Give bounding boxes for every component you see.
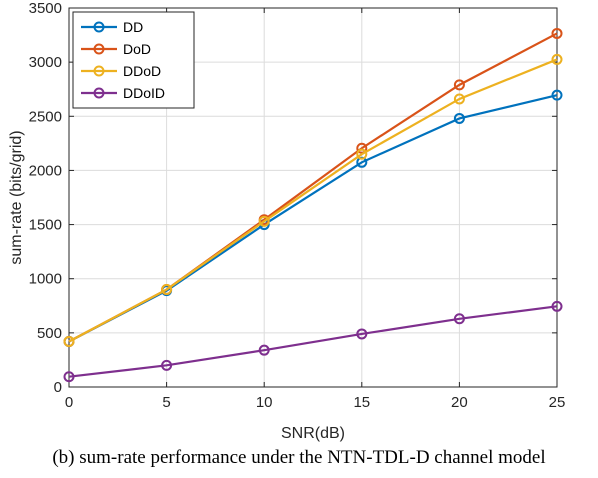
series-ddoid: [63, 300, 563, 383]
data-point-dod: [551, 27, 563, 39]
data-point-ddod: [63, 336, 75, 348]
legend-swatch-marker: [93, 65, 105, 77]
x-tick-label: 10: [256, 394, 273, 411]
data-point-dd: [551, 89, 563, 101]
legend-swatch-marker: [93, 43, 105, 55]
y-tick-label: 3000: [29, 54, 62, 71]
data-point-ddod: [551, 53, 563, 65]
data-point-ddod: [453, 93, 465, 105]
data-point-ddod: [161, 284, 173, 296]
legend-item-dod: DoD: [81, 41, 151, 57]
series-ddod: [63, 53, 563, 348]
legend-label: DDoD: [123, 63, 161, 79]
legend-label: DDoID: [123, 85, 165, 101]
y-axis-label: sum-rate (bits/grid): [8, 130, 25, 264]
legend-swatch-marker: [93, 21, 105, 33]
series-line-ddoid: [68, 305, 558, 378]
series-layer: [63, 27, 563, 383]
plot-area-frame: [68, 7, 558, 388]
y-tick-label: 500: [37, 325, 62, 342]
y-tick-label: 1000: [29, 271, 62, 288]
y-tick-label: 2000: [29, 162, 62, 179]
y-tick-label: 1500: [29, 217, 62, 234]
data-point-ddoid: [551, 300, 563, 312]
legend-item-ddoid: DDoID: [81, 85, 165, 101]
legend-item-dd: DD: [81, 19, 143, 35]
x-axis-label: SNR(dB): [281, 425, 345, 442]
data-point-ddoid: [453, 313, 465, 325]
legend: DD DoD DDoD DDoID: [72, 11, 195, 109]
x-tick-label: 15: [353, 394, 370, 411]
data-point-ddoid: [63, 371, 75, 383]
x-tick-label: 5: [162, 394, 170, 411]
data-point-ddod: [356, 148, 368, 160]
legend-label: DoD: [123, 41, 151, 57]
data-point-ddoid: [161, 359, 173, 371]
legend-swatch-marker: [93, 87, 105, 99]
sum-rate-chart: 0 5 10 15 20 25 0 500 1000 1500 2000 2500 3000 3500 D…: [8, 0, 566, 442]
series-line-dd: [68, 94, 558, 343]
x-tick-label: 20: [451, 394, 468, 411]
data-point-dod: [453, 79, 465, 91]
axis-ticks: 0 5 10 15 20 25 0 500 1000 1500 2000 2500 3000 3500: [29, 0, 566, 411]
series-line-ddod: [68, 58, 558, 343]
series-dd: [63, 89, 563, 348]
y-tick-label: 2500: [29, 108, 62, 125]
y-tick-label: 3500: [29, 0, 62, 17]
x-tick-label: 0: [65, 394, 73, 411]
figure-caption: (b) sum-rate performance under the NTN-T…: [52, 447, 546, 468]
legend-item-ddod: DDoD: [81, 63, 161, 79]
data-point-ddod: [258, 215, 270, 227]
data-point-ddoid: [258, 344, 270, 356]
data-point-dd: [453, 112, 465, 124]
data-point-ddoid: [356, 328, 368, 340]
data-point-dod: [356, 142, 368, 154]
x-tick-label: 25: [549, 394, 566, 411]
legend-label: DD: [123, 19, 143, 35]
y-tick-label: 0: [54, 379, 62, 396]
